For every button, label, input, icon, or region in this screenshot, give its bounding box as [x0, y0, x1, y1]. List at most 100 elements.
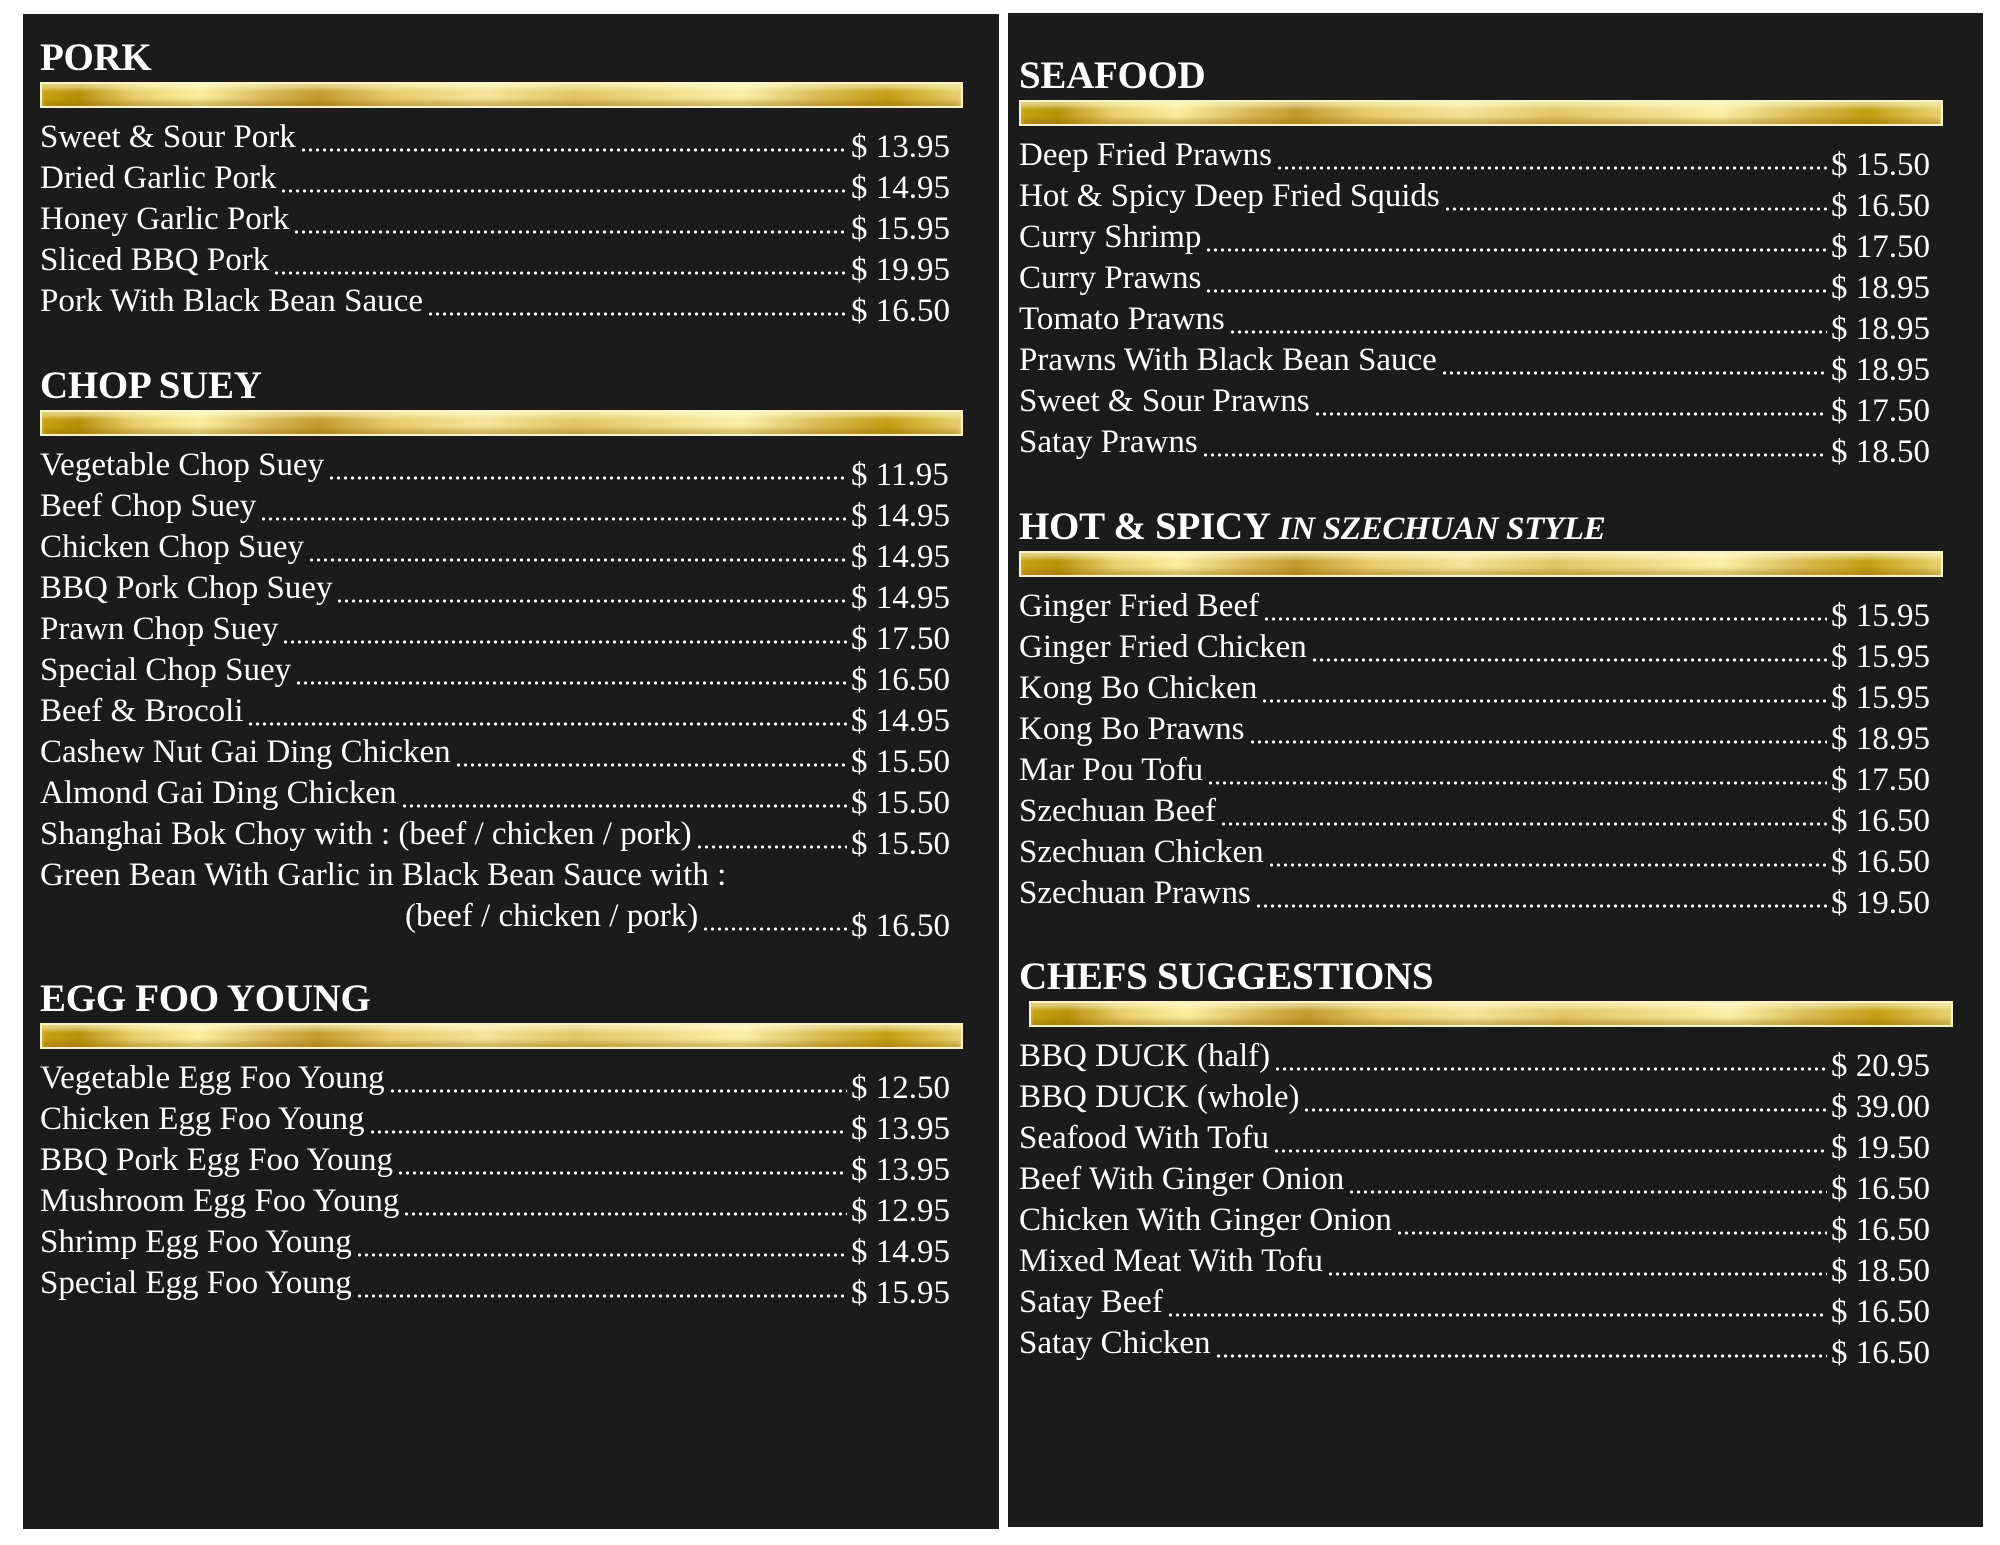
item-name: Szechuan Prawns — [1019, 875, 1251, 911]
menu-item: BBQ DUCK (half) $ 20.95 — [1019, 1037, 1943, 1084]
section-title: HOT & SPICY — [1019, 505, 1270, 548]
menu-item: Mixed Meat With Tofu $ 18.50 — [1019, 1242, 1943, 1289]
menu-item: Curry Shrimp $ 17.50 — [1019, 218, 1943, 265]
dot-leader — [1327, 1242, 1827, 1280]
gold-divider — [1029, 1001, 1953, 1027]
item-name: Satay Prawns — [1019, 424, 1198, 460]
menu-item: Shanghai Bok Choy with : (beef / chicken… — [40, 815, 963, 862]
menu-item-list: Vegetable Chop Suey $ 11.95 Beef Chop Suey… — [40, 446, 963, 944]
dot-leader — [1348, 1160, 1827, 1198]
dot-leader — [336, 569, 847, 607]
item-name: Hot & Spicy Deep Fried Squids — [1019, 178, 1440, 214]
item-price: $ 14.95 — [851, 1234, 950, 1270]
section-heading: CHOP SUEY — [40, 364, 963, 408]
menu-item: Tomato Prawns $ 18.95 — [1019, 300, 1943, 347]
menu-item: Kong Bo Prawns $ 18.95 — [1019, 710, 1943, 757]
menu-item: Prawn Chop Suey $ 17.50 — [40, 610, 963, 657]
item-name: Kong Bo Prawns — [1019, 711, 1245, 747]
dot-leader — [1220, 792, 1827, 830]
item-price: $ 39.00 — [1831, 1089, 1930, 1125]
item-price: $ 14.95 — [851, 539, 950, 575]
item-name: Honey Garlic Pork — [40, 201, 290, 237]
dot-leader — [397, 1141, 847, 1179]
menu-section: EGG FOO YOUNG Vegetable Egg Foo Young $ 12… — [40, 977, 963, 1311]
dot-leader — [1254, 874, 1827, 912]
item-name: Green Bean With Garlic in Black Bean Sau… — [40, 857, 727, 893]
dot-leader — [1166, 1283, 1827, 1321]
item-name: BBQ DUCK (half) — [1019, 1038, 1271, 1074]
section-title: CHEFS SUGGESTIONS — [1019, 955, 1434, 998]
item-price: $ 18.95 — [1831, 352, 1930, 388]
item-name: Szechuan Chicken — [1019, 834, 1264, 870]
dot-leader — [282, 610, 847, 648]
dot-leader — [1310, 628, 1827, 666]
item-price: $ 17.50 — [851, 621, 950, 657]
menu-item: Ginger Fried Chicken $ 15.95 — [1019, 628, 1943, 675]
menu-item: Honey Garlic Pork $ 15.95 — [40, 200, 963, 247]
item-price: $ 13.95 — [851, 1152, 950, 1188]
item-price: $ 15.50 — [851, 744, 950, 780]
item-name: Cashew Nut Gai Ding Chicken — [40, 734, 451, 770]
dot-leader — [1272, 1119, 1827, 1157]
menu-item: Green Bean With Garlic in Black Bean Sau… — [40, 856, 963, 897]
section-heading: HOT & SPICY IN SZECHUAN STYLE — [1019, 505, 1943, 549]
dot-leader — [355, 1264, 847, 1302]
item-name: Ginger Fried Chicken — [1019, 629, 1307, 665]
menu-item: Sliced BBQ Pork $ 19.95 — [40, 241, 963, 288]
item-name: Chicken With Ginger Onion — [1019, 1202, 1392, 1238]
menu-item: Ginger Fried Beef $ 15.95 — [1019, 587, 1943, 634]
section-heading: EGG FOO YOUNG — [40, 977, 963, 1021]
dot-leader — [1395, 1201, 1827, 1239]
item-name: Sliced BBQ Pork — [40, 242, 270, 278]
dot-leader — [695, 815, 847, 853]
item-name: Beef With Ginger Onion — [1019, 1161, 1345, 1197]
menu-item: Deep Fried Prawns $ 15.50 — [1019, 136, 1943, 183]
item-name: Shrimp Egg Foo Young — [40, 1224, 352, 1260]
menu-item: Beef With Ginger Onion $ 16.50 — [1019, 1160, 1943, 1207]
menu-item: Special Egg Foo Young $ 15.95 — [40, 1264, 963, 1311]
dot-leader — [702, 897, 847, 935]
menu-panel-left: PORK Sweet & Sour Pork $ 13.95 Dried Garlic… — [23, 14, 999, 1529]
dot-leader — [1263, 587, 1827, 625]
menu-item: Satay Prawns $ 18.50 — [1019, 423, 1943, 470]
menu-item-list: BBQ DUCK (half) $ 20.95 BBQ DUCK (whole) $ … — [1019, 1037, 1943, 1371]
section-title: SEAFOOD — [1019, 54, 1206, 97]
menu-section: PORK Sweet & Sour Pork $ 13.95 Dried Garlic… — [40, 36, 963, 329]
menu-item-list: Deep Fried Prawns $ 15.50 Hot & Spicy Deep… — [1019, 136, 1943, 470]
menu-item: Vegetable Egg Foo Young $ 12.50 — [40, 1059, 963, 1106]
item-name: Mixed Meat With Tofu — [1019, 1243, 1324, 1279]
menu-section: HOT & SPICY IN SZECHUAN STYLE Ginger Frie… — [1019, 505, 1943, 921]
item-price: $ 16.50 — [1831, 1171, 1930, 1207]
item-name: Shanghai Bok Choy with : (beef / chicken… — [40, 816, 692, 852]
dot-leader — [280, 159, 847, 197]
item-price: $ 16.50 — [1831, 188, 1930, 224]
section-heading: PORK — [40, 36, 963, 80]
item-price: $ 16.50 — [851, 908, 950, 944]
dot-leader — [426, 282, 847, 320]
menu-section: CHOP SUEY Vegetable Chop Suey $ 11.95 Beef … — [40, 364, 963, 944]
menu-item: Sweet & Sour Pork $ 13.95 — [40, 118, 963, 165]
item-name: Chicken Egg Foo Young — [40, 1101, 365, 1137]
dot-leader — [1274, 1037, 1827, 1075]
item-name: Prawn Chop Suey — [40, 611, 279, 647]
menu-section: SEAFOOD Deep Fried Prawns $ 15.50 Hot & Spi… — [1019, 54, 1943, 470]
section-heading: SEAFOOD — [1019, 54, 1943, 98]
item-price: $ 17.50 — [1831, 393, 1930, 429]
menu-item: Kong Bo Chicken $ 15.95 — [1019, 669, 1943, 716]
menu-item: Seafood With Tofu $ 19.50 — [1019, 1119, 1943, 1166]
item-name: Mar Pou Tofu — [1019, 752, 1204, 788]
menu-item-list: Sweet & Sour Pork $ 13.95 Dried Garlic Por… — [40, 118, 963, 329]
item-name: Mushroom Egg Foo Young — [40, 1183, 400, 1219]
menu-item: Mar Pou Tofu $ 17.50 — [1019, 751, 1943, 798]
menu-item: BBQ DUCK (whole) $ 39.00 — [1019, 1078, 1943, 1125]
menu-section: CHEFS SUGGESTIONS BBQ DUCK (half) $ 20.95 B… — [1019, 955, 1953, 1371]
dot-leader — [1440, 341, 1827, 379]
item-price: $ 16.50 — [1831, 1212, 1930, 1248]
item-price: $ 19.50 — [1831, 885, 1930, 921]
menu-item-list: Ginger Fried Beef $ 15.95 Ginger Fried Chi… — [1019, 587, 1943, 921]
dot-leader — [307, 528, 847, 566]
item-name: Dried Garlic Pork — [40, 160, 277, 196]
item-name: BBQ Pork Egg Foo Young — [40, 1142, 394, 1178]
gold-divider — [40, 410, 963, 436]
dot-leader — [454, 733, 847, 771]
